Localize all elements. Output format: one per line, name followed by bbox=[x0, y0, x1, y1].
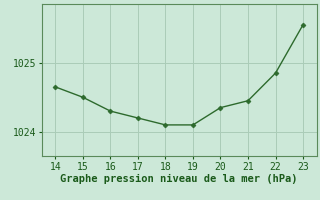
X-axis label: Graphe pression niveau de la mer (hPa): Graphe pression niveau de la mer (hPa) bbox=[60, 174, 298, 184]
